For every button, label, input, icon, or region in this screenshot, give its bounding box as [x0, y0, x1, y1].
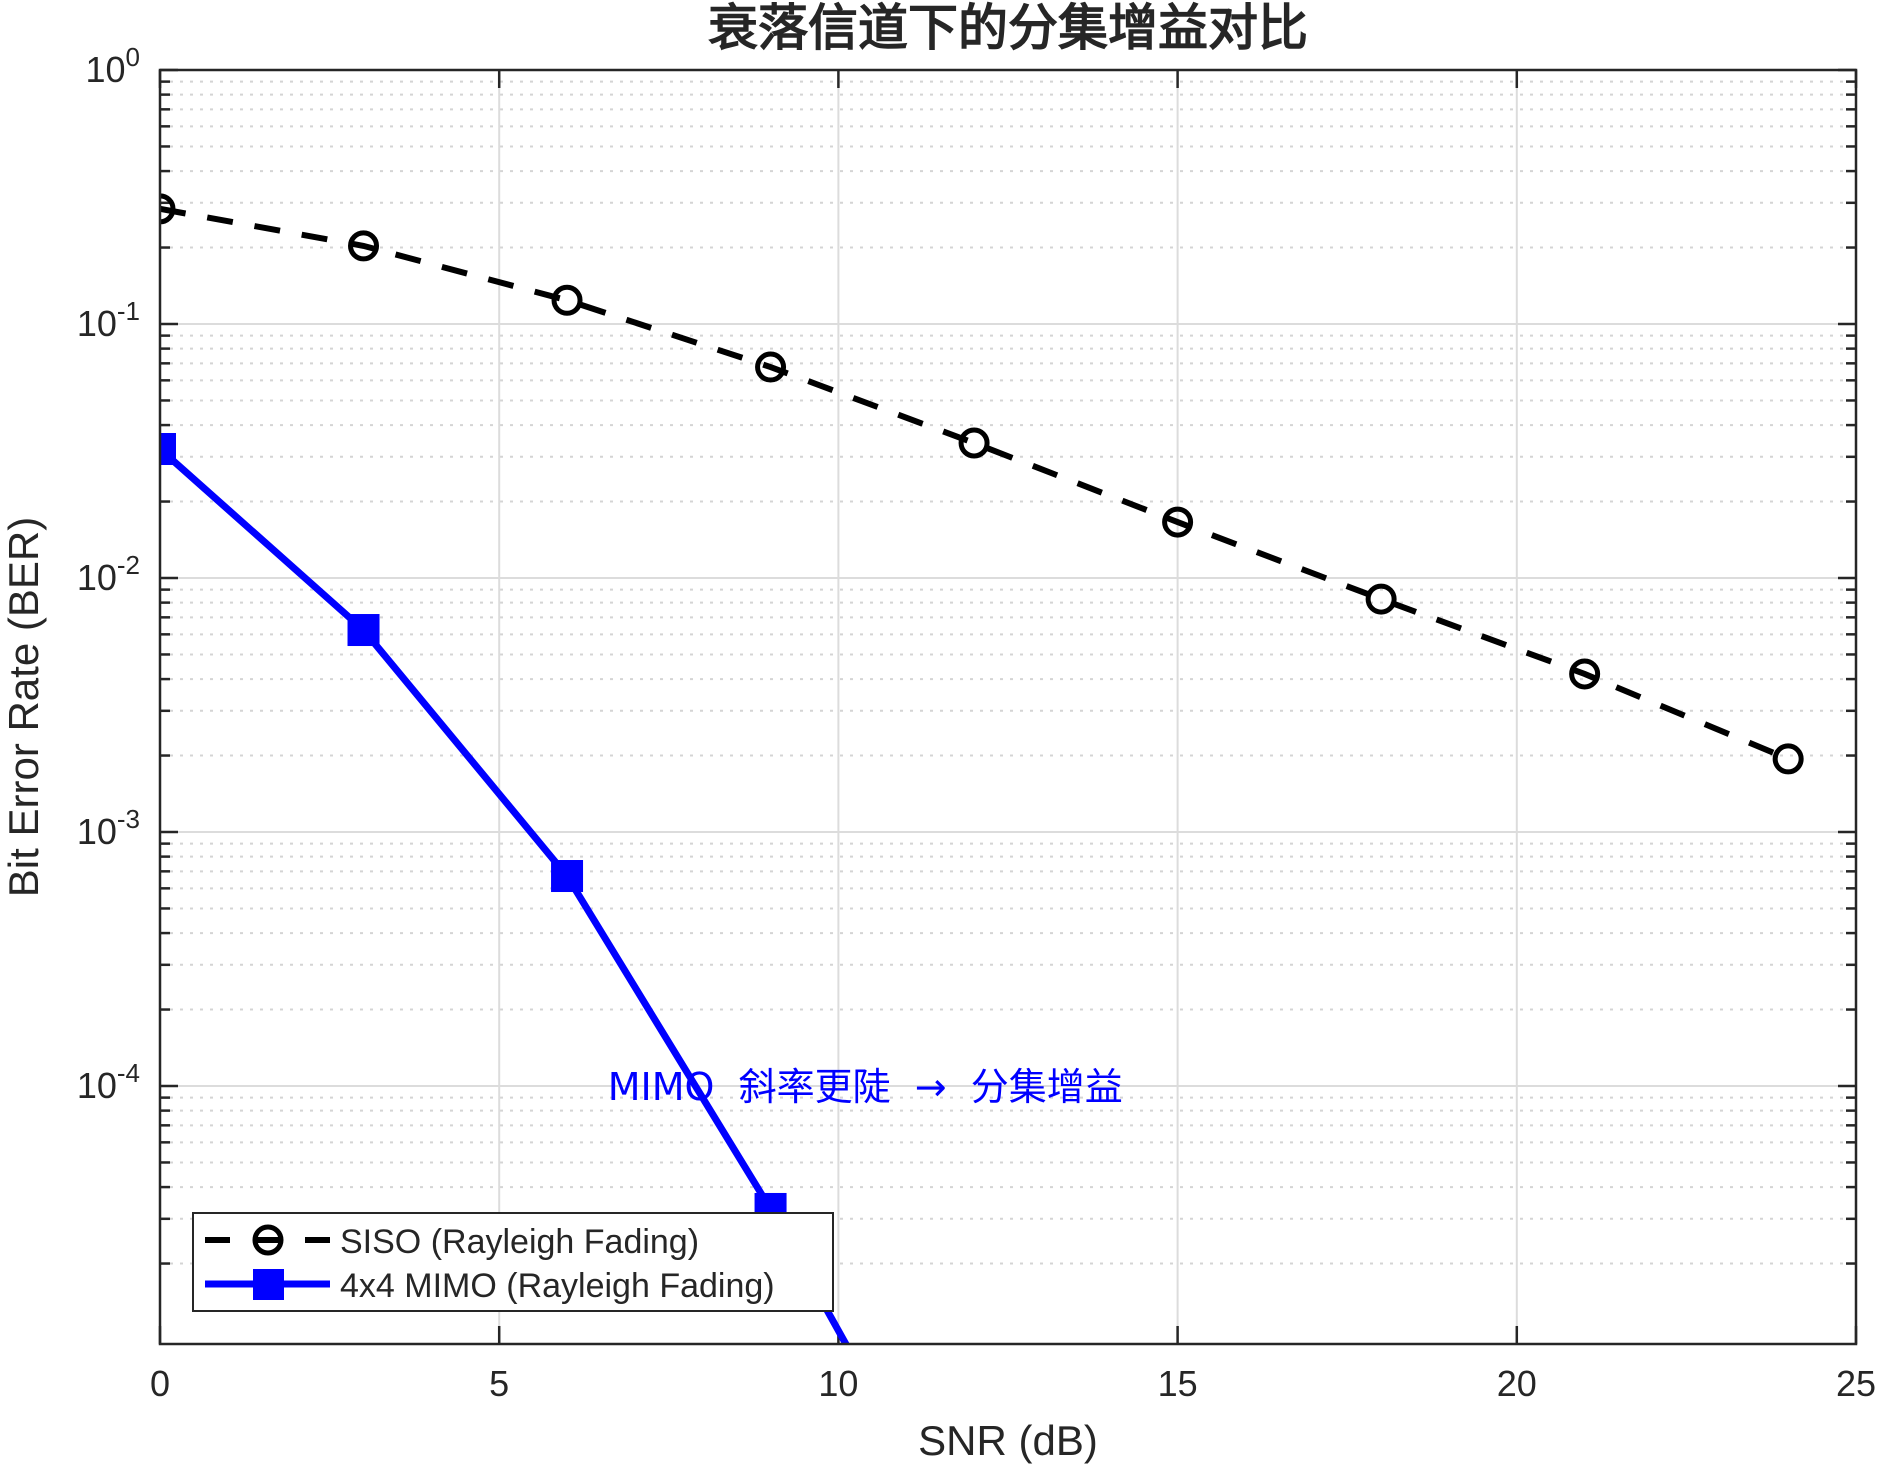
circle-marker-icon — [551, 284, 583, 316]
circle-marker-icon — [160, 193, 176, 225]
y-tick-label: 10-2 — [77, 550, 140, 598]
legend-square-marker-icon — [253, 1269, 284, 1300]
series-mimo — [160, 433, 850, 1344]
circle-marker-icon — [348, 230, 380, 262]
x-tick-label: 20 — [1497, 1363, 1537, 1404]
legend-mimo-label: 4x4 MIMO (Rayleigh Fading) — [340, 1267, 775, 1305]
annotation-text: MIMO 斜率更陡 → 分集增益 — [608, 1065, 1123, 1109]
chart-title: 衰落信道下的分集增益对比 — [708, 0, 1308, 57]
y-tick-label: 10-1 — [77, 296, 140, 344]
legend-item-siso: SISO (Rayleigh Fading) — [205, 1223, 699, 1261]
minor-grid — [160, 80, 1856, 1265]
x-tick-labels: 0 5 10 15 20 25 — [150, 1363, 1876, 1404]
legend-box — [192, 1212, 834, 1312]
legend: SISO (Rayleigh Fading) 4x4 MIMO (Rayleig… — [192, 1212, 834, 1312]
x-tick-label: 0 — [150, 1363, 170, 1404]
y-tick-labels: 100 10-1 10-2 10-3 10-4 — [77, 42, 140, 1106]
x-tick-label: 10 — [818, 1363, 858, 1404]
y-tick-label: 10-3 — [77, 804, 140, 852]
annotation-layer: MIMO 斜率更陡 → 分集增益 — [608, 1065, 1123, 1109]
y-tick-label: 10-4 — [77, 1058, 140, 1106]
series-siso — [160, 193, 1804, 775]
series-layer — [160, 193, 1804, 1344]
legend-circle-marker-icon — [252, 1224, 284, 1256]
major-grid — [160, 70, 1856, 1344]
circle-marker-icon — [958, 427, 990, 459]
axes-box — [158, 68, 1858, 1346]
x-tick-label: 25 — [1836, 1363, 1876, 1404]
square-marker-icon — [347, 614, 380, 647]
plot-area — [160, 70, 1856, 1344]
x-tick-label: 15 — [1158, 1363, 1198, 1404]
y-axis-label: Bit Error Rate (BER) — [0, 517, 47, 897]
circle-marker-icon — [1365, 583, 1397, 615]
circle-marker-icon — [1569, 658, 1601, 690]
x-tick-label: 5 — [489, 1363, 509, 1404]
y-tick-label: 100 — [85, 42, 140, 90]
x-axis-label: SNR (dB) — [918, 1417, 1098, 1464]
circle-marker-icon — [755, 351, 787, 383]
circle-marker-icon — [1772, 743, 1804, 775]
legend-siso-label: SISO (Rayleigh Fading) — [340, 1223, 699, 1261]
square-marker-icon — [551, 860, 584, 893]
circle-marker-icon — [1162, 506, 1194, 538]
square-marker-icon — [160, 433, 176, 466]
legend-item-mimo: 4x4 MIMO (Rayleigh Fading) — [205, 1267, 775, 1305]
